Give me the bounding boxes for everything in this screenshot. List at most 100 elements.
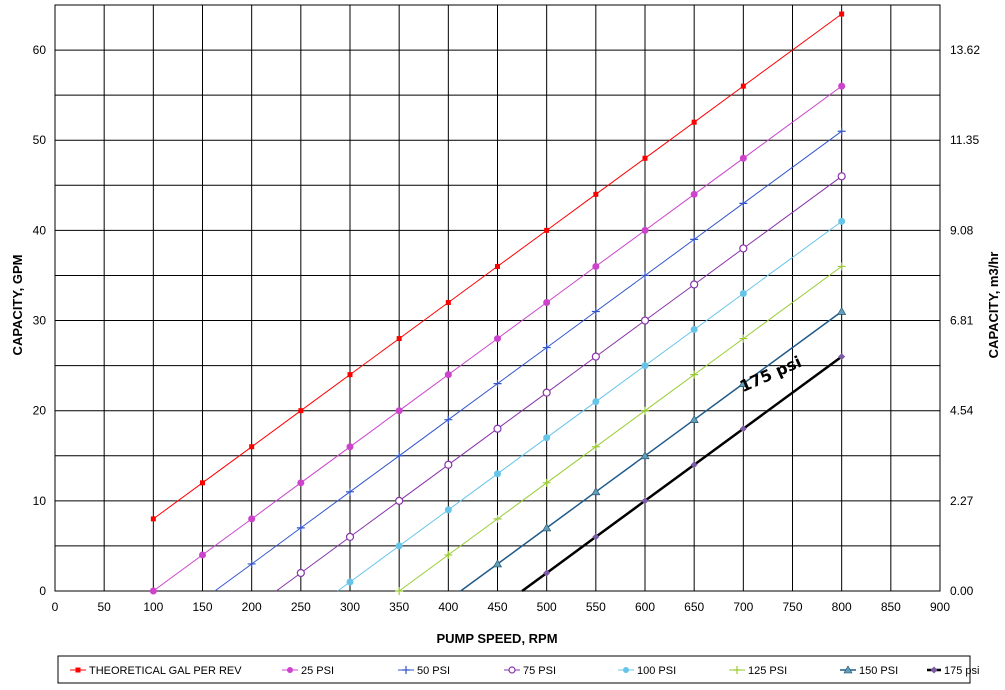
plot-frame (54, 4, 941, 592)
data-point (739, 334, 748, 343)
data-point (445, 300, 451, 306)
data-point (296, 568, 305, 578)
data-point (691, 119, 697, 125)
y2-tick-label: 4.54 (950, 404, 974, 418)
data-point (591, 307, 600, 316)
data-point (739, 154, 747, 162)
data-point (542, 388, 551, 397)
legend-item: 100 PSI (618, 665, 676, 677)
data-point (592, 262, 600, 270)
data-point (287, 667, 293, 673)
series-line (276, 175, 842, 592)
data-point (543, 299, 551, 307)
data-point (395, 542, 403, 550)
data-point (838, 217, 846, 225)
data-point (733, 666, 741, 674)
data-point (542, 523, 552, 532)
y2-tick-label: 6.81 (950, 314, 974, 328)
data-point (843, 665, 853, 674)
data-point (444, 550, 453, 559)
y2-tick-label: 9.08 (950, 223, 974, 237)
data-point (640, 316, 650, 325)
data-point (395, 496, 404, 505)
x-tick-label: 350 (389, 600, 409, 614)
data-point (75, 667, 81, 673)
legend-item: 50 PSI (398, 665, 450, 677)
legend-item: 175 psi (927, 665, 979, 677)
data-point (739, 289, 747, 297)
x-tick-label: 850 (881, 600, 901, 614)
legend-label: 150 PSI (859, 665, 898, 677)
x-tick-label: 250 (291, 600, 311, 614)
x-tick-label: 650 (684, 600, 704, 614)
plot-series (149, 11, 847, 595)
data-point (739, 244, 748, 253)
y-axis-title: CAPACITY, GPM (10, 255, 25, 356)
legend-item: 125 PSI (729, 665, 787, 677)
data-point (839, 11, 845, 17)
x-axis-title: PUMP SPEED, RPM (436, 631, 557, 646)
data-point (837, 262, 846, 271)
data-point (296, 523, 305, 532)
legend-label: 75 PSI (523, 665, 556, 677)
data-point (542, 343, 551, 352)
data-point (444, 415, 453, 424)
data-point (544, 227, 550, 233)
x-tick-label: 450 (487, 600, 507, 614)
grid-lines (54, 4, 941, 592)
data-point (492, 559, 503, 568)
data-point (493, 379, 502, 388)
x-tick-label: 900 (930, 600, 950, 614)
x-tick-label: 0 (52, 600, 59, 614)
data-point (150, 516, 156, 522)
data-point (838, 82, 846, 90)
data-point (346, 487, 354, 496)
legend-item: 150 PSI (840, 665, 898, 677)
data-point (444, 460, 453, 469)
data-point (444, 506, 452, 514)
y-tick-label: 30 (33, 314, 47, 328)
y-tick-label: 40 (33, 223, 47, 237)
data-point (591, 442, 600, 451)
data-point (297, 479, 305, 487)
y-tick-labels: 0 10 20 30 40 50 60 (33, 43, 47, 598)
legend-label: 100 PSI (637, 665, 676, 677)
data-point (593, 191, 599, 197)
data-point (591, 487, 601, 496)
y2-axis-title: CAPACITY, m3/hr (986, 252, 1001, 359)
data-point (248, 515, 256, 523)
data-point (641, 362, 649, 370)
data-point (739, 425, 747, 433)
legend-item: 75 PSI (504, 665, 556, 677)
data-point (346, 443, 354, 451)
data-point (494, 470, 501, 478)
series-line (153, 13, 842, 520)
data-point (200, 480, 205, 486)
data-point (738, 379, 748, 387)
x-tick-label: 500 (537, 600, 557, 614)
data-point (543, 569, 551, 577)
data-point (345, 532, 355, 542)
y-tick-label: 20 (33, 404, 47, 418)
data-point (837, 306, 847, 315)
data-point (690, 280, 699, 289)
data-point (247, 559, 256, 568)
data-point (591, 352, 600, 361)
data-point (837, 172, 846, 181)
data-point (396, 336, 402, 342)
data-point (199, 551, 206, 559)
x-tick-label: 200 (242, 600, 262, 614)
data-point (641, 271, 649, 280)
data-point (690, 370, 699, 379)
data-point (837, 127, 846, 136)
series-100-psi (337, 217, 846, 592)
data-point (690, 461, 698, 469)
series-150-psi (460, 306, 847, 592)
data-point (623, 667, 629, 673)
data-point (346, 578, 354, 586)
x-tick-label: 150 (192, 600, 212, 614)
series-175-psi (521, 353, 846, 593)
y-tick-label: 60 (33, 43, 47, 57)
